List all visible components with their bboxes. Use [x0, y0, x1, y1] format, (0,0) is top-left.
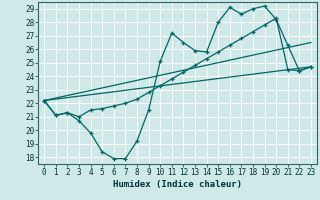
X-axis label: Humidex (Indice chaleur): Humidex (Indice chaleur): [113, 180, 242, 189]
